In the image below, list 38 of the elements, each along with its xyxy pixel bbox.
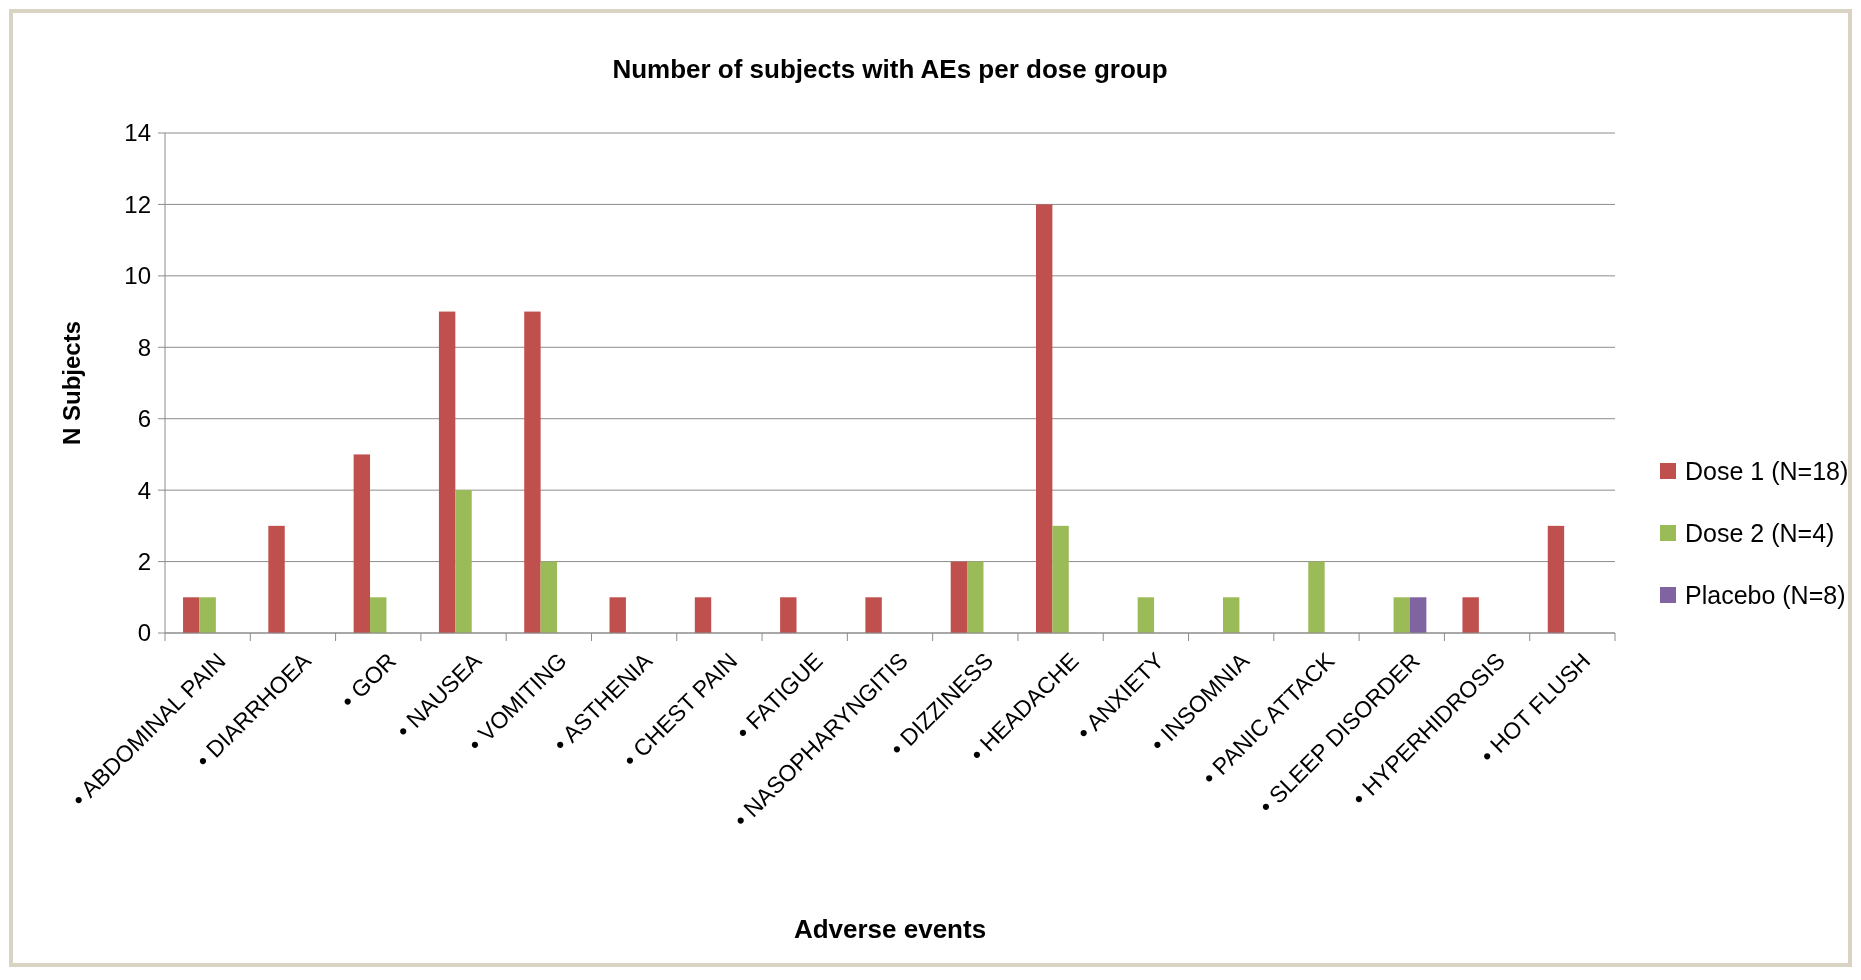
y-tick-label: 0 [137,619,151,647]
bar [1393,597,1410,633]
y-axis-title: N Subjects [58,320,85,446]
bar [370,597,387,633]
bar [1035,204,1053,633]
bar [1052,525,1069,633]
y-tick-label: 8 [137,333,151,361]
legend-label: Placebo (N=8) [1685,580,1846,609]
bar [1547,525,1565,633]
bar [609,597,626,633]
y-tick-label: 2 [137,547,151,575]
bar [199,597,216,633]
bar [780,597,797,633]
legend-label: Dose 1 (N=18) [1685,456,1849,485]
y-tick-label: 12 [124,190,151,218]
bar [1462,597,1479,633]
y-tick-label: 6 [137,405,151,433]
x-axis-title: Adverse events [793,914,987,944]
bar [540,561,558,633]
y-tick-label: 14 [124,119,151,147]
bar [455,490,472,633]
y-tick-label: 10 [124,262,151,290]
bar [1222,597,1240,633]
chart-title: Number of subjects with AEs per dose group [612,54,1168,84]
bar [1409,597,1427,633]
bar [183,597,200,633]
bar [438,311,456,633]
bar [865,597,882,633]
bar [524,311,541,633]
bar [1308,561,1325,633]
bar [353,454,371,633]
bar [268,525,285,633]
bar [950,561,968,633]
bar [967,561,984,633]
bar [1137,597,1155,633]
bar [694,597,712,633]
legend-label: Dose 2 (N=4) [1685,518,1835,547]
y-tick-label: 4 [137,476,151,504]
